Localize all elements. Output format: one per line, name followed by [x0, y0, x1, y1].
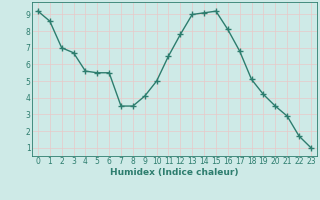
X-axis label: Humidex (Indice chaleur): Humidex (Indice chaleur) [110, 168, 239, 177]
